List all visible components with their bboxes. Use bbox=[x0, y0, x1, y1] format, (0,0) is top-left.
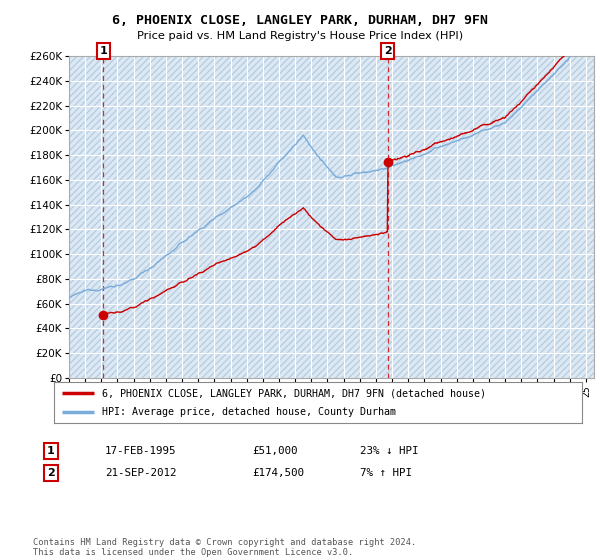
Text: Price paid vs. HM Land Registry's House Price Index (HPI): Price paid vs. HM Land Registry's House … bbox=[137, 31, 463, 41]
Text: £51,000: £51,000 bbox=[252, 446, 298, 456]
Text: 1: 1 bbox=[100, 46, 107, 56]
Text: 6, PHOENIX CLOSE, LANGLEY PARK, DURHAM, DH7 9FN (detached house): 6, PHOENIX CLOSE, LANGLEY PARK, DURHAM, … bbox=[101, 389, 485, 398]
Text: 7% ↑ HPI: 7% ↑ HPI bbox=[360, 468, 412, 478]
Text: Contains HM Land Registry data © Crown copyright and database right 2024.
This d: Contains HM Land Registry data © Crown c… bbox=[33, 538, 416, 557]
Text: 2: 2 bbox=[383, 46, 391, 56]
Text: 1: 1 bbox=[47, 446, 55, 456]
Text: 21-SEP-2012: 21-SEP-2012 bbox=[105, 468, 176, 478]
Text: HPI: Average price, detached house, County Durham: HPI: Average price, detached house, Coun… bbox=[101, 407, 395, 417]
Text: £174,500: £174,500 bbox=[252, 468, 304, 478]
Text: 2: 2 bbox=[47, 468, 55, 478]
Text: 6, PHOENIX CLOSE, LANGLEY PARK, DURHAM, DH7 9FN: 6, PHOENIX CLOSE, LANGLEY PARK, DURHAM, … bbox=[112, 14, 488, 27]
Text: 23% ↓ HPI: 23% ↓ HPI bbox=[360, 446, 419, 456]
Text: 17-FEB-1995: 17-FEB-1995 bbox=[105, 446, 176, 456]
